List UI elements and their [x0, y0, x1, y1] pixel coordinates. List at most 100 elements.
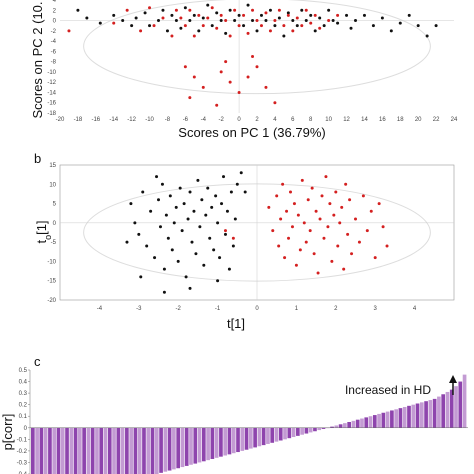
panel-b-point-red [328, 202, 332, 206]
panel-a-point-black [179, 26, 183, 30]
panel-c-bar [172, 427, 176, 470]
panel-a-point-black [416, 24, 420, 28]
panel-b-xtick-label: 0 [255, 306, 259, 312]
panel-a-point-red [192, 75, 196, 79]
panel-a-point-black [76, 8, 80, 12]
panel-b-point-red [287, 236, 291, 240]
panel-c-bar [300, 427, 304, 435]
panel-c-ytick-label: 0.2 [19, 403, 28, 409]
panel-c-bar [266, 427, 270, 444]
panel-a-ytick-label: -8 [51, 60, 57, 66]
panel-c-bar [48, 427, 52, 474]
panel-b-point-red [300, 178, 304, 182]
panel-c-bar [35, 427, 39, 474]
panel-c-bar [107, 427, 112, 474]
panel-a-point-black [282, 34, 286, 38]
panel-b-point-red [357, 240, 361, 244]
panel-b-point-black [220, 202, 224, 206]
panel-c-ytick-label: 0 [24, 426, 28, 432]
panel-a-ytick-label: -10 [47, 70, 56, 76]
panel-c-bar [445, 391, 450, 428]
panel-b-point-black [214, 194, 218, 198]
panel-c-bar [355, 419, 360, 428]
panel-c-bar [133, 427, 138, 474]
panel-c-bar [154, 427, 159, 474]
panel-c-bar [142, 427, 146, 474]
panel-b-point-black [196, 178, 200, 182]
panel-a-ytick-label: 0 [53, 19, 57, 25]
panel-a-point-black [268, 8, 272, 12]
panel-a-point-black [237, 13, 241, 17]
panel-c-bar [163, 427, 168, 472]
panel-c-bar [381, 412, 386, 428]
panel-a-point-black [224, 31, 228, 35]
panel-c-bar [210, 427, 215, 459]
panel-a-point-red [152, 24, 156, 28]
panel-a-ytick-label: 4 [53, 0, 57, 4]
panel-a-point-red [327, 19, 331, 23]
panel-a-xtick-label: -12 [127, 117, 136, 123]
panel-a-point-black [210, 24, 214, 28]
panel-a-ytick-label: -6 [51, 49, 57, 55]
panel-c-bar [390, 410, 394, 428]
panel-a-point-red [268, 29, 272, 33]
panel-a-point-black [295, 24, 299, 28]
panel-b-point-black [162, 290, 166, 294]
panel-c-bar [167, 427, 172, 471]
panel-a-xtick-label: -10 [145, 117, 154, 123]
panel-a-xtick-label: 8 [309, 117, 313, 123]
panel-b-point-red [296, 213, 300, 217]
panel-a-xtick-label: 20 [415, 117, 422, 123]
panel-b-point-red [336, 244, 340, 248]
panel-b-point-red [342, 267, 346, 271]
panel-a-point-red [112, 21, 116, 25]
panel-b-ylabel: to[1] [34, 220, 53, 243]
panel-b-point-red [324, 175, 328, 179]
panel-b-point-red [340, 205, 344, 209]
panel-a-point-black [345, 13, 349, 17]
panel-c-bar [99, 427, 104, 474]
panel-c-bar [338, 424, 343, 428]
panel-b-point-black [202, 263, 206, 267]
panel-b-ytick-label: 10 [49, 182, 56, 188]
panel-a-point-black [407, 13, 411, 17]
panel-a-point-red [259, 24, 263, 28]
panel-a-point-black [183, 6, 187, 10]
panel-b-point-red [332, 213, 336, 217]
panel-b-point-red [316, 271, 320, 275]
panel-b-point-red [279, 217, 283, 221]
panel-b-point-black [235, 182, 239, 186]
panel-a-xtick-label: -4 [201, 117, 207, 123]
panel-b-point-red [314, 209, 318, 213]
panel-a-point-red [242, 13, 246, 17]
panel-b-point-red [304, 240, 308, 244]
panel-a-point-red [219, 70, 223, 74]
panel-c-bar [236, 427, 240, 453]
panel-b-xtick-label: -4 [97, 306, 103, 312]
panel-a-point-red [264, 11, 268, 15]
panel-c-bar [364, 417, 369, 428]
panel-c-bar [257, 427, 262, 447]
panel-c-bar [65, 427, 69, 474]
panel-a-point-black [255, 29, 259, 33]
panel-a-point-black [322, 24, 326, 28]
panel-a-point-black [170, 13, 174, 17]
panel-b-point-red [306, 198, 310, 202]
panel-b-xtick-label: -2 [176, 306, 182, 312]
panel-b-point-red [348, 198, 352, 202]
panel-c-bar [304, 427, 309, 434]
panel-c-ytick-label: 0.1 [19, 414, 28, 420]
panel-a-xtick-label: -8 [165, 117, 171, 123]
panel-a-point-black [85, 16, 89, 20]
panel-a-point-black [161, 8, 165, 12]
panel-c-bar [385, 411, 390, 428]
panel-b-point-black [192, 209, 196, 213]
panel-a-point-black [259, 13, 263, 17]
panel-b-point-red [365, 229, 369, 233]
panel-b-point-red [290, 225, 294, 229]
panel-a-point-red [251, 55, 255, 58]
panel-b-point-red [318, 217, 322, 221]
panel-a-point-black [273, 24, 277, 28]
